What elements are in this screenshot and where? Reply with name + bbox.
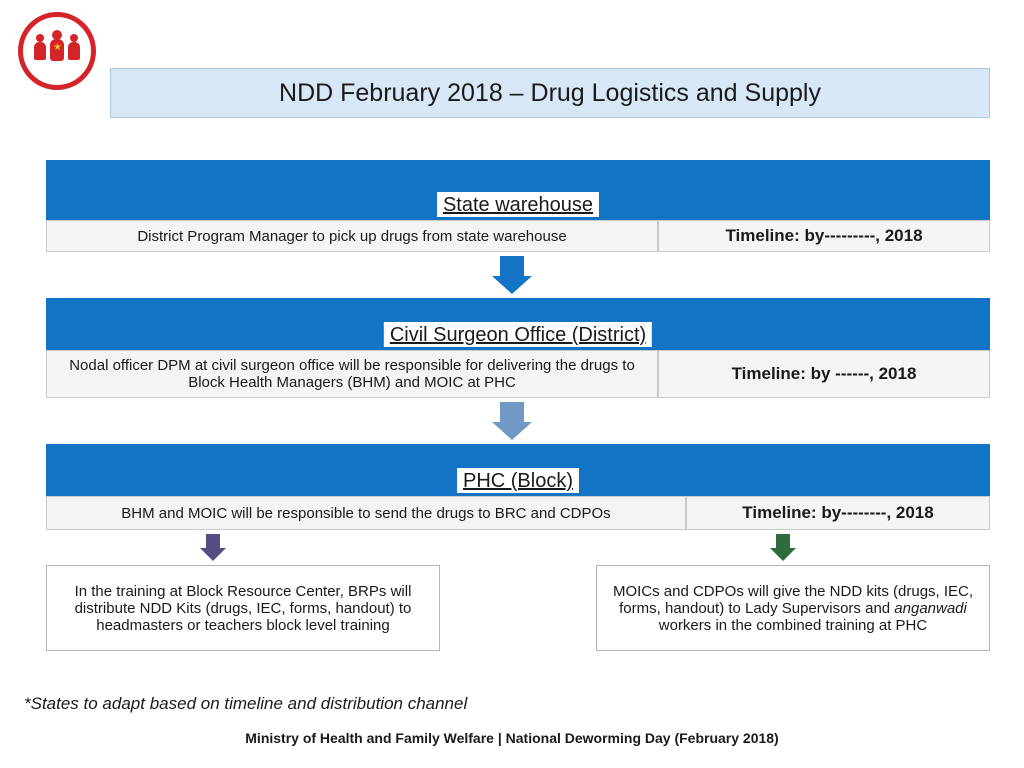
arrow-down-icon xyxy=(492,402,532,440)
stage-state-warehouse-row: District Program Manager to pick up drug… xyxy=(46,220,990,252)
stage-civil-surgeon-row: Nodal officer DPM at civil surgeon offic… xyxy=(46,350,990,398)
final-box-left: In the training at Block Resource Center… xyxy=(46,565,440,651)
stage-heading: Civil Surgeon Office (District) xyxy=(384,322,652,347)
stage-desc: BHM and MOIC will be responsible to send… xyxy=(46,496,686,530)
stage-timeline: Timeline: by ------, 2018 xyxy=(658,350,990,398)
stage-heading: PHC (Block) xyxy=(457,468,579,493)
stage-desc: Nodal officer DPM at civil surgeon offic… xyxy=(46,350,658,398)
final-box-right-text: MOICs and CDPOs will give the NDD kits (… xyxy=(611,583,975,634)
stage-state-warehouse-header: State warehouse xyxy=(46,160,990,220)
stage-heading: State warehouse xyxy=(437,192,599,217)
nhm-logo: ★ xyxy=(18,12,96,90)
stage-phc-block-row: BHM and MOIC will be responsible to send… xyxy=(46,496,990,530)
footer: Ministry of Health and Family Welfare | … xyxy=(0,730,1024,746)
stage-timeline: Timeline: by---------, 2018 xyxy=(658,220,990,252)
arrow-down-icon xyxy=(492,256,532,294)
slide-title: NDD February 2018 – Drug Logistics and S… xyxy=(110,68,990,118)
stage-phc-block-header: PHC (Block) xyxy=(46,444,990,496)
final-box-right: MOICs and CDPOs will give the NDD kits (… xyxy=(596,565,990,651)
stage-desc: District Program Manager to pick up drug… xyxy=(46,220,658,252)
stage-timeline: Timeline: by--------, 2018 xyxy=(686,496,990,530)
arrow-down-icon xyxy=(770,534,796,561)
footnote: *States to adapt based on timeline and d… xyxy=(24,694,467,714)
arrow-down-icon xyxy=(200,534,226,561)
stage-civil-surgeon-header: Civil Surgeon Office (District) xyxy=(46,298,990,350)
